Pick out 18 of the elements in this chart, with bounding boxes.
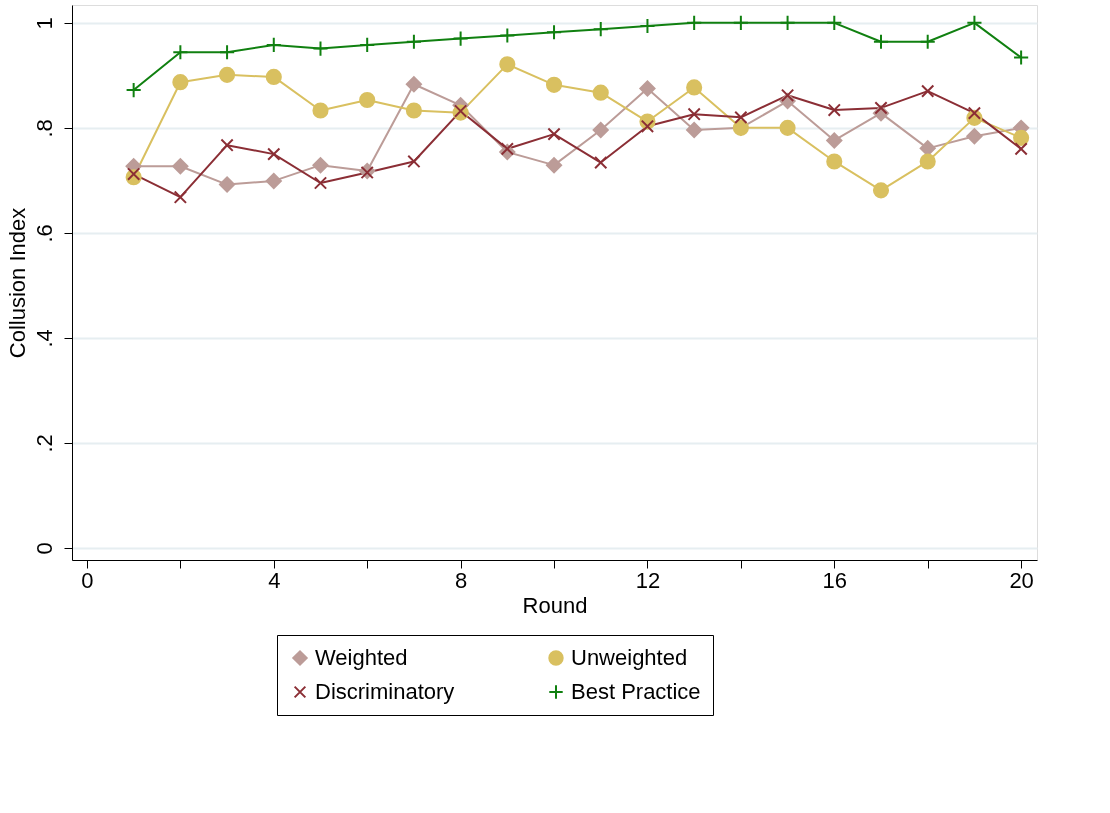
x-tick-label: 16 [822, 567, 848, 593]
y-axis-title: Collusion Index [4, 207, 30, 359]
y-tick-label: .4 [31, 329, 57, 348]
legend-label: Best Practice [571, 679, 701, 704]
y-tick-label: .2 [31, 434, 57, 453]
x-tick-label: 0 [81, 567, 94, 593]
x-tick-label: 4 [268, 567, 281, 593]
y-tick-label: 0 [31, 542, 57, 555]
x-tick-label: 12 [635, 567, 661, 593]
legend-label: Discriminatory [315, 679, 455, 704]
y-tick-label: .8 [31, 119, 57, 138]
x-tick-label: 8 [454, 567, 468, 593]
legend-label: Unweighted [571, 645, 688, 670]
x-tick-label: 20 [1009, 567, 1034, 593]
y-tick-label: .6 [31, 224, 57, 243]
y-tick-label: 1 [31, 17, 57, 30]
legend-label: Weighted [315, 645, 408, 670]
x-axis-title: Round [522, 592, 588, 618]
